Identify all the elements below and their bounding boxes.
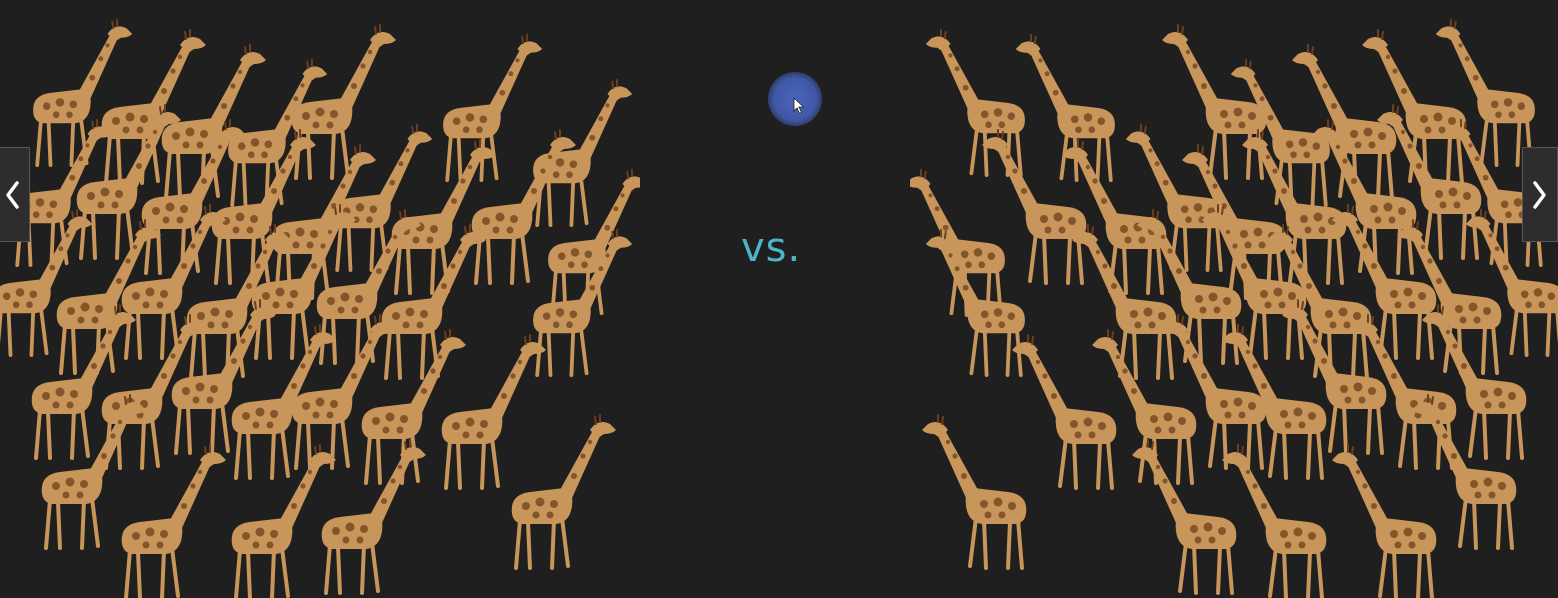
giraffe-herd-left	[0, 0, 640, 598]
giraffe-figure	[271, 144, 376, 300]
giraffe-figure	[533, 228, 633, 378]
giraffe-figure	[1072, 224, 1177, 380]
giraffe-figure	[171, 299, 276, 455]
giraffe-figure	[925, 228, 1025, 378]
giraffe-figure	[1465, 208, 1558, 358]
giraffe-figure	[1132, 439, 1237, 595]
next-slide-button[interactable]	[1522, 147, 1558, 242]
giraffe-figure	[381, 224, 486, 380]
giraffe-figure	[121, 444, 226, 598]
giraffe-figure	[251, 204, 356, 360]
giraffe-figure	[101, 29, 206, 185]
mouse-pointer-icon	[793, 97, 805, 115]
giraffe-figure	[0, 208, 93, 358]
giraffe-figure	[291, 24, 396, 180]
giraffe-figure	[161, 44, 266, 200]
giraffe-figure	[441, 334, 546, 490]
giraffe-figure	[1222, 324, 1327, 480]
giraffe-figure	[56, 219, 161, 375]
giraffe-figure	[291, 314, 396, 470]
giraffe-figure	[511, 414, 616, 570]
giraffe-figure	[361, 329, 466, 485]
giraffe-figure	[1422, 304, 1527, 460]
giraffe-figure	[1230, 58, 1330, 208]
giraffe-figure	[1412, 394, 1517, 550]
giraffe-figure	[1092, 329, 1197, 485]
giraffe-figure	[471, 129, 576, 285]
giraffe-figure	[1162, 24, 1267, 180]
giraffe-figure	[13, 118, 113, 268]
giraffe-figure	[1125, 123, 1225, 273]
giraffe-figure	[186, 224, 291, 380]
giraffe-figure	[333, 123, 433, 273]
giraffe-figure	[31, 304, 136, 460]
giraffe-figure	[1012, 334, 1117, 490]
giraffe-figure	[1202, 204, 1307, 360]
giraffe-figure	[1267, 224, 1372, 380]
giraffe-figure	[1015, 33, 1115, 183]
giraffe-figure	[443, 33, 543, 183]
giraffe-figure	[1182, 144, 1287, 300]
giraffe-figure	[910, 168, 1005, 318]
giraffe-figure	[1222, 444, 1327, 598]
giraffe-figure	[1332, 204, 1437, 360]
giraffe-figure	[141, 119, 246, 275]
giraffe-figure	[925, 28, 1025, 178]
giraffe-figure	[76, 104, 181, 260]
giraffe-figure	[982, 129, 1087, 285]
giraffe-figure	[321, 439, 426, 595]
chevron-right-icon	[1533, 180, 1546, 209]
giraffe-herd-right	[910, 0, 1558, 598]
giraffe-figure	[231, 444, 336, 598]
giraffe-figure	[1312, 119, 1417, 275]
giraffe-figure	[41, 394, 146, 550]
giraffe-figure	[1137, 209, 1242, 365]
giraffe-figure	[1162, 314, 1267, 470]
giraffe-figure	[1292, 44, 1397, 200]
vs-separator: vs.	[741, 225, 802, 271]
giraffe-figure	[1242, 129, 1347, 285]
giraffe-figure	[1435, 18, 1535, 168]
giraffe-figure	[33, 18, 133, 168]
giraffe-figure	[1282, 299, 1387, 455]
previous-slide-button[interactable]	[0, 147, 30, 242]
giraffe-figure	[548, 168, 640, 318]
giraffe-figure	[211, 129, 316, 285]
chevron-left-icon	[6, 180, 19, 209]
giraffe-figure	[231, 324, 336, 480]
giraffe-figure	[121, 204, 226, 360]
giraffe-figure	[1377, 104, 1482, 260]
giraffe-figure	[1397, 219, 1502, 375]
giraffe-figure	[1332, 444, 1437, 598]
giraffe-figure	[922, 414, 1027, 570]
giraffe-figure	[228, 58, 328, 208]
